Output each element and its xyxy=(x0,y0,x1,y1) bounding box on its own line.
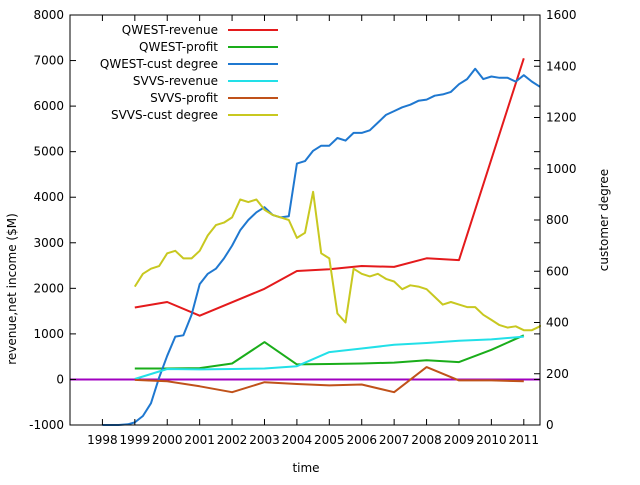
x-tick-label: 2002 xyxy=(217,433,248,447)
y2-tick-label: 600 xyxy=(546,264,569,278)
series-line-svvs-profit xyxy=(134,366,524,394)
y2-tick-label: 0 xyxy=(546,418,554,432)
y-tick-label: 6000 xyxy=(33,99,64,113)
series-line-qwest-cust-degree xyxy=(102,67,541,426)
x-tick-label: 2007 xyxy=(379,433,410,447)
x-tick-label: 2004 xyxy=(282,433,313,447)
y2-tick-label: 1600 xyxy=(546,8,577,22)
legend-label-qwest-revenue: QWEST-revenue xyxy=(122,23,218,37)
legend-label-svvs-cust-degree: SVVS-cust degree xyxy=(111,108,218,122)
y-tick-label: -1000 xyxy=(29,418,64,432)
y2-tick-label: 1200 xyxy=(546,111,577,125)
y-tick-label: 0 xyxy=(56,372,64,386)
legend-label-qwest-profit: QWEST-profit xyxy=(139,40,218,54)
legend-label-qwest-cust-degree: QWEST-cust degree xyxy=(100,57,218,71)
x-tick-label: 2010 xyxy=(476,433,507,447)
y2-tick-label: 400 xyxy=(546,316,569,330)
x-tick-label: 2001 xyxy=(184,433,215,447)
y2-axis-label: customer degree xyxy=(597,169,611,271)
x-tick-label: 1998 xyxy=(87,433,118,447)
y-tick-label: 2000 xyxy=(33,281,64,295)
y-tick-label: 8000 xyxy=(33,8,64,22)
legend-label-svvs-profit: SVVS-profit xyxy=(150,91,218,105)
x-tick-label: 2003 xyxy=(249,433,280,447)
y-tick-label: 5000 xyxy=(33,145,64,159)
legend-label-svvs-revenue: SVVS-revenue xyxy=(133,74,218,88)
y-tick-label: 1000 xyxy=(33,327,64,341)
y-tick-label: 3000 xyxy=(33,236,64,250)
x-tick-label: 2009 xyxy=(444,433,475,447)
x-tick-label: 2011 xyxy=(509,433,540,447)
series-line-qwest-profit xyxy=(134,334,525,370)
y-tick-label: 4000 xyxy=(33,190,64,204)
series-line-svvs-cust-degree xyxy=(133,190,541,332)
y-axis-label: revenue,net income ($M) xyxy=(5,213,19,365)
x-tick-label: 1999 xyxy=(120,433,151,447)
x-tick-label: 2000 xyxy=(152,433,183,447)
x-tick-label: 2008 xyxy=(411,433,442,447)
y2-tick-label: 1000 xyxy=(546,162,577,176)
x-tick-label: 2006 xyxy=(346,433,377,447)
y2-tick-label: 1400 xyxy=(546,59,577,73)
x-tick-label: 2005 xyxy=(314,433,345,447)
y2-tick-label: 800 xyxy=(546,213,569,227)
y-tick-label: 7000 xyxy=(33,54,64,68)
series-line-qwest-revenue xyxy=(134,57,525,317)
x-axis-label: time xyxy=(292,461,319,475)
y2-tick-label: 200 xyxy=(546,367,569,381)
series-line-svvs-revenue xyxy=(134,335,524,380)
